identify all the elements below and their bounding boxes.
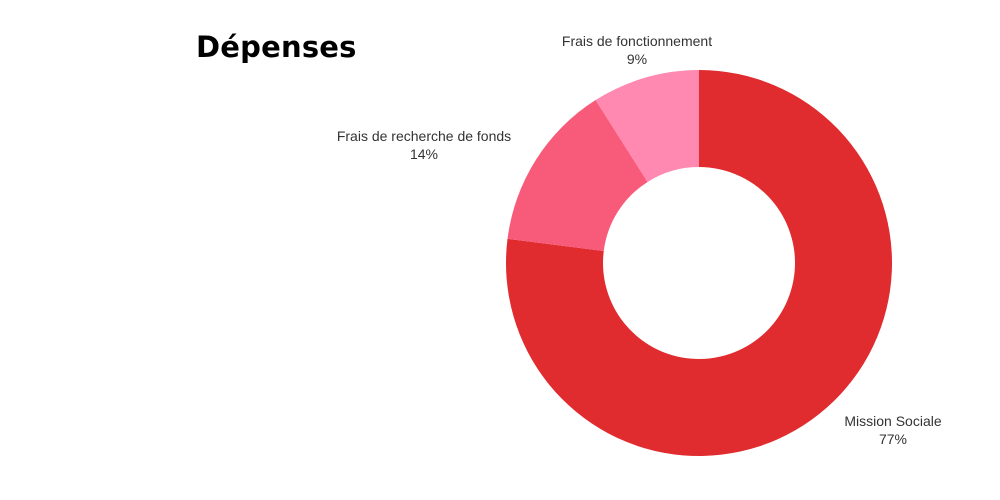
slice-frais-de-recherche-de-fonds xyxy=(507,100,648,251)
slice-label-value: 14% xyxy=(409,146,439,162)
slice-label-frais-recherche-fonds: Frais de recherche de fonds 14% xyxy=(337,127,511,163)
slice-mission-sociale xyxy=(506,70,892,456)
slice-frais-de-fonctionnement xyxy=(595,70,699,182)
slice-label-value: 9% xyxy=(626,51,648,67)
slice-label-value: 77% xyxy=(878,431,908,447)
slice-label-name: Frais de recherche de fonds xyxy=(336,128,512,144)
slice-label-mission-sociale: Mission Sociale 77% xyxy=(844,412,941,448)
slice-label-name: Mission Sociale xyxy=(844,413,942,429)
slice-label-name: Frais de fonctionnement xyxy=(561,33,713,49)
slice-label-frais-fonctionnement: Frais de fonctionnement 9% xyxy=(562,32,712,68)
page-title: Dépenses xyxy=(196,30,357,64)
